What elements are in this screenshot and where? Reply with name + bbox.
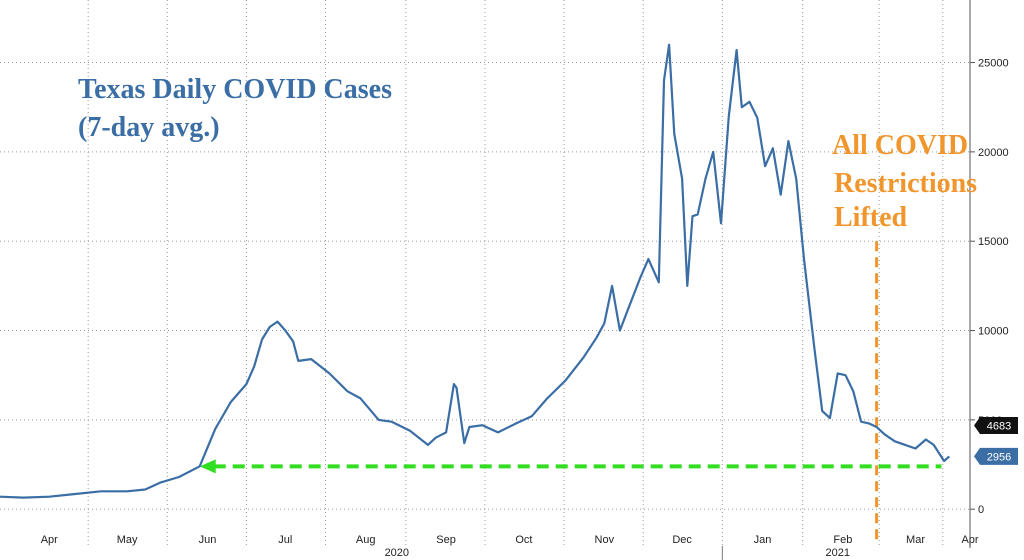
x-tick-label: May bbox=[117, 534, 138, 546]
x-tick-label: Jun bbox=[199, 534, 217, 546]
value-badge-box bbox=[974, 417, 1018, 435]
x-tick-label: Jan bbox=[754, 534, 772, 546]
value-badge-label: 4683 bbox=[987, 421, 1011, 433]
series-layer bbox=[0, 43, 951, 499]
year-label: 2021 bbox=[825, 547, 849, 559]
x-tick-label: Jul bbox=[278, 534, 292, 546]
x-tick-label: Sep bbox=[436, 534, 456, 546]
reference-lines bbox=[199, 241, 942, 540]
value-badge-label: 2956 bbox=[987, 451, 1011, 463]
y-tick-label: 0 bbox=[978, 504, 984, 516]
x-tick-label: Mar bbox=[906, 534, 925, 546]
value-badge-box bbox=[974, 447, 1018, 465]
x-tick-label: Apr bbox=[41, 534, 58, 546]
x-tick-label: Apr bbox=[961, 534, 978, 546]
y-tick-label: 20000 bbox=[978, 147, 1009, 159]
x-tick-label: Oct bbox=[515, 534, 532, 546]
x-tick-label: Dec bbox=[672, 534, 692, 546]
y-tick-label: 15000 bbox=[978, 236, 1009, 248]
y-tick-label: 10000 bbox=[978, 326, 1009, 338]
gridlines bbox=[0, 0, 970, 548]
x-tick-label: Feb bbox=[833, 534, 852, 546]
baseline-arrow-head bbox=[199, 459, 216, 474]
value-badges: 4683 2956 bbox=[974, 417, 1018, 465]
x-tick-label: Aug bbox=[356, 534, 376, 546]
x-tick-label: Nov bbox=[595, 534, 615, 546]
chart-subtitle: (7-day avg.) bbox=[78, 112, 220, 143]
year-label: 2020 bbox=[385, 547, 409, 559]
cases-series-line bbox=[0, 43, 951, 499]
annotation-line-2: Restrictions bbox=[834, 168, 977, 199]
annotation-line-1: All COVID bbox=[832, 130, 968, 161]
axes: 0500010000150002000025000AprMayJunJulAug… bbox=[41, 0, 1009, 560]
chart-title: Texas Daily COVID Cases bbox=[78, 74, 392, 105]
y-tick-label: 25000 bbox=[978, 58, 1009, 70]
annotation-line-3: Lifted bbox=[834, 202, 908, 233]
